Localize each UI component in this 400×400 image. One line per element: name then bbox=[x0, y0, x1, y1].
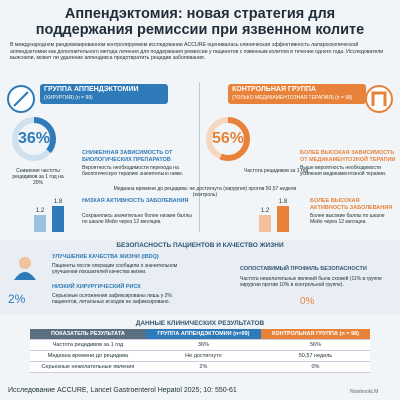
brand: NotebookLM bbox=[350, 389, 379, 395]
safety-title: БЕЗОПАСНОСТЬ ПАЦИЕНТОВ И КАЧЕСТВО ЖИЗНИ bbox=[116, 242, 284, 249]
bar bbox=[277, 206, 289, 232]
column-header: ПОКАЗАТЕЛЬ РЕЗУЛЬТАТА bbox=[30, 329, 146, 340]
divider bbox=[199, 82, 200, 232]
results-table: ПОКАЗАТЕЛЬ РЕЗУЛЬТАТА ГРУППА АППЕНДЭКТОМ… bbox=[30, 329, 370, 373]
table-header: ПОКАЗАТЕЛЬ РЕЗУЛЬТАТА ГРУППА АППЕНДЭКТОМ… bbox=[30, 329, 370, 340]
bio-title: СНИЖЕННАЯ ЗАВИСИМОСТЬ ОТ БИОЛОГИЧЕСКИХ П… bbox=[82, 150, 173, 163]
icon-person bbox=[14, 257, 36, 280]
group-sub: (ХИРУРГИЯ) (n = 99) bbox=[44, 95, 93, 101]
rate-ring bbox=[12, 117, 56, 161]
column-header: КОНТРОЛЬНАЯ ГРУППА (n = 98) bbox=[260, 329, 370, 340]
bar-label: 1.2 bbox=[260, 207, 270, 214]
risk-value: 2% bbox=[8, 292, 26, 306]
qol-title: УЛУЧШЕНИЕ КАЧЕСТВА ЖИЗНИ (IBDQ) bbox=[52, 254, 159, 260]
cell: Медиана времени до рецидива bbox=[30, 350, 146, 362]
cell: Частота рецидивов за 1 год bbox=[30, 339, 146, 351]
bar-chart: 1.2 1.8 bbox=[30, 196, 70, 232]
profile-text: Частота нежелательных явлений была схоже… bbox=[240, 276, 382, 288]
surgery-header: ГРУППА АППЕНДЭКТОМИИ (ХИРУРГИЯ) (n = 99) bbox=[40, 84, 168, 104]
bar-label: 1.8 bbox=[278, 199, 288, 205]
activity-text: Сохранялись значительно более низкие бал… bbox=[82, 213, 192, 225]
cell: 50,57 недель bbox=[260, 350, 370, 362]
title: Аппендэктомия: новая стратегия для подде… bbox=[35, 6, 365, 38]
table-row: Медиана времени до рецидива Не достигнуто… bbox=[30, 350, 370, 362]
cell: 2% bbox=[145, 361, 261, 373]
icon-colon bbox=[365, 85, 393, 113]
group: КОНТРОЛЬНАЯ ГРУППА bbox=[232, 86, 316, 93]
cell: Серьезные нежелательные явления bbox=[30, 361, 146, 373]
bar bbox=[52, 206, 64, 232]
profile-value: 0% bbox=[300, 296, 315, 307]
bar bbox=[259, 214, 271, 232]
source: Исследование ACCURE, Lancet Gastroentero… bbox=[8, 387, 237, 394]
activity-title: БОЛЕЕ ВЫСОКАЯ АКТИВНОСТЬ ЗАБОЛЕВАНИЯ bbox=[310, 198, 393, 211]
control-header: КОНТРОЛЬНАЯ ГРУППА (ТОЛЬКО МЕДИКАМЕНТОЗНА… bbox=[228, 84, 366, 104]
table-row: Частота рецидивов за 1 год 36% 56% bbox=[30, 339, 370, 351]
profile-title: СОПОСТАВИМЫЙ ПРОФИЛЬ БЕЗОПАСНОСТИ bbox=[240, 266, 367, 272]
safety-panel bbox=[0, 240, 400, 314]
table-row: Серьезные нежелательные явления 2% 0% bbox=[30, 361, 370, 373]
rate-note: Снижение частоты рецидивов за 1 год на 2… bbox=[12, 168, 64, 186]
bar-label: 1.8 bbox=[53, 199, 63, 205]
risk-text: Серьезные осложнения зафиксированы лишь … bbox=[52, 293, 172, 305]
bar bbox=[34, 214, 46, 232]
icon-scalpel bbox=[7, 85, 35, 113]
qol-text: Пациенты после операции сообщили о значи… bbox=[52, 263, 178, 275]
bio-text: Вероятность необходимости перехода на би… bbox=[82, 165, 184, 177]
bio-text: Выше вероятность необходимости усиления … bbox=[300, 165, 387, 177]
group-sub: (ТОЛЬКО МЕДИКАМЕНТОЗНАЯ ТЕРАПИЯ) (n = 98… bbox=[232, 95, 353, 101]
rate-note: Частота рецидивов за 1 год bbox=[244, 168, 309, 174]
rate: 56% bbox=[211, 130, 245, 147]
bar-label: 1.2 bbox=[35, 207, 45, 214]
cell: Не достигнуто bbox=[145, 350, 261, 362]
rate: 36% bbox=[17, 130, 51, 147]
column-header: ГРУППА АППЕНДЭКТОМИИ (n=99) bbox=[145, 329, 261, 340]
table-title: ДАННЫЕ КЛИНИЧЕСКИХ РЕЗУЛЬТАТОВ bbox=[135, 320, 265, 327]
bio-title: БОЛЕЕ ВЫСОКАЯ ЗАВИСИМОСТЬ ОТ МЕДИКАМЕНТО… bbox=[300, 150, 396, 163]
rate-ring bbox=[206, 117, 250, 161]
cell: 56% bbox=[260, 339, 370, 351]
cell: 36% bbox=[145, 339, 261, 351]
bar-chart: 1.2 1.8 bbox=[255, 196, 295, 232]
intro: В международном рандомизированном контро… bbox=[10, 42, 384, 62]
median-note: Медиана времени до рецидива: не достигну… bbox=[113, 186, 297, 198]
cell: 0% bbox=[260, 361, 370, 373]
risk-title: НИЗКИЙ ХИРУРГИЧЕСКИЙ РИСК bbox=[52, 284, 141, 290]
activity-text: Более высокие баллы по шкале Мейо через … bbox=[310, 213, 385, 225]
activity-title: НИЗКАЯ АКТИВНОСТЬ ЗАБОЛЕВАНИЯ bbox=[82, 198, 189, 204]
group: ГРУППА АППЕНДЭКТОМИИ bbox=[44, 86, 139, 93]
